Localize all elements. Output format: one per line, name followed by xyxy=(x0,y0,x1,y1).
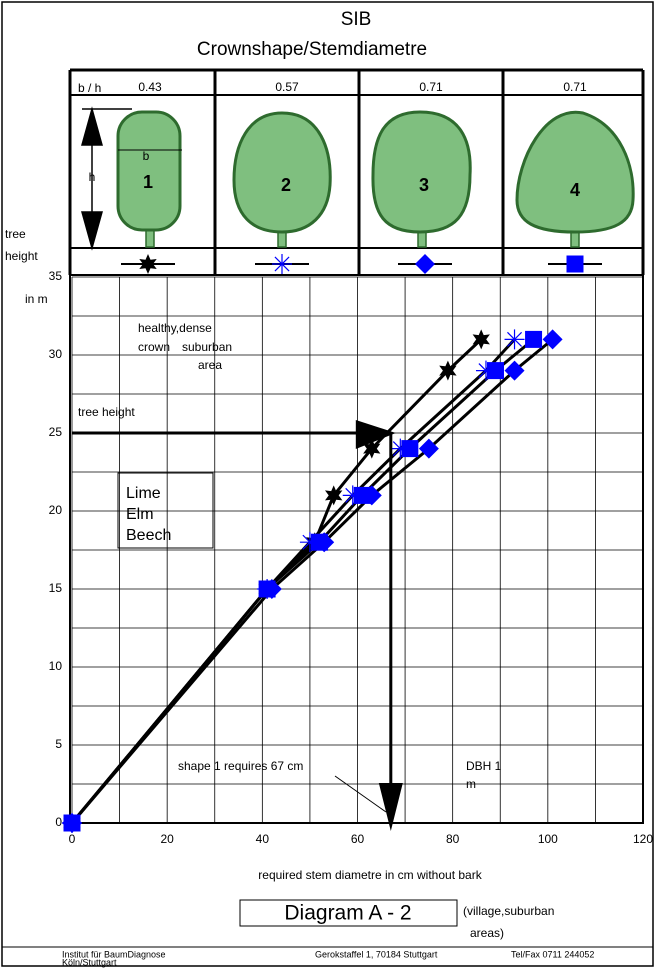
crowns xyxy=(116,110,635,248)
x-axis-label: required stem diametre in cm without bar… xyxy=(258,868,482,882)
marker xyxy=(566,255,584,273)
species-box xyxy=(117,472,214,549)
y-axis-label: tree xyxy=(5,227,26,241)
y-axis-label: in m xyxy=(25,292,48,306)
plot-frame xyxy=(69,274,644,824)
diagram-note: areas) xyxy=(470,926,504,940)
dimension-arrows xyxy=(81,106,182,251)
marker xyxy=(139,254,157,274)
marker xyxy=(472,329,490,350)
marker-stroke xyxy=(274,256,290,272)
note: healthy,dense xyxy=(138,321,212,335)
note: suburban xyxy=(182,340,232,354)
dbh-note: DBH 1 xyxy=(466,759,502,773)
dbh-note: m xyxy=(466,777,476,791)
marker xyxy=(310,533,328,551)
x-tick-label: 60 xyxy=(351,832,365,846)
marker xyxy=(542,329,563,350)
y-tick-label: 25 xyxy=(49,425,63,439)
ratio-value: 0.71 xyxy=(419,80,443,94)
x-tick-label: 120 xyxy=(633,832,653,846)
arrow-note: shape 1 requires 67 cm xyxy=(178,759,303,773)
diagram-box xyxy=(239,899,458,927)
legend-label: 1 xyxy=(143,172,153,192)
arrow-label: tree height xyxy=(78,405,135,419)
ratio-value: 0.57 xyxy=(275,80,299,94)
marker xyxy=(504,360,525,381)
marker xyxy=(486,362,504,380)
marker xyxy=(325,485,343,506)
marker xyxy=(504,329,525,350)
marker xyxy=(353,486,371,504)
x-tick-label: 100 xyxy=(538,832,558,846)
ratio-value: 0.71 xyxy=(563,80,587,94)
crown-table xyxy=(68,68,645,275)
footer: Gerokstaffel 1, 70184 Stuttgart xyxy=(315,949,438,959)
marker xyxy=(363,438,381,459)
y-tick-label: 35 xyxy=(49,269,63,283)
y-tick-label: 0 xyxy=(55,815,62,829)
chart-title: SIB xyxy=(341,9,372,30)
marker xyxy=(63,814,81,832)
legend-label: 2 xyxy=(281,175,291,195)
series-line xyxy=(70,338,535,824)
marker xyxy=(415,254,435,274)
legend-label: 3 xyxy=(419,175,429,195)
marker xyxy=(401,440,419,458)
arrow-head xyxy=(355,420,396,449)
marker xyxy=(525,330,543,348)
ratio-value: 0.43 xyxy=(138,80,162,94)
y-tick-label: 10 xyxy=(49,659,63,673)
marker xyxy=(418,438,439,459)
species-label: Beech xyxy=(126,527,171,544)
y-tick-label: 5 xyxy=(55,737,62,751)
series-line xyxy=(70,338,554,824)
marker-stroke xyxy=(507,331,523,347)
y-axis-label: height xyxy=(5,249,38,263)
x-tick-label: 80 xyxy=(446,832,460,846)
marker xyxy=(272,254,292,274)
note: area xyxy=(198,358,222,372)
y-tick-label: 15 xyxy=(49,581,63,595)
width-label: b xyxy=(143,149,150,163)
note-leader xyxy=(334,775,387,813)
marker xyxy=(439,360,457,381)
marker xyxy=(258,580,276,598)
footer: Institut für BaumDiagnose xyxy=(62,949,166,959)
chart-subtitle: Crownshape/Stemdiametre xyxy=(197,39,427,60)
arrow-head xyxy=(378,783,403,831)
height-label: h xyxy=(89,170,96,184)
footer: Köln/Stuttgart xyxy=(62,957,117,967)
legend-label: 4 xyxy=(570,180,580,200)
x-tick-label: 0 xyxy=(69,832,76,846)
x-tick-label: 20 xyxy=(160,832,174,846)
y-tick-label: 20 xyxy=(49,503,63,517)
diagram-note: (village,suburban xyxy=(463,904,554,918)
note: crown xyxy=(138,340,170,354)
diagram-title: Diagram A - 2 xyxy=(284,902,411,925)
species-label: Elm xyxy=(126,506,154,523)
y-tick-label: 30 xyxy=(49,347,63,361)
ratio-label: b / h xyxy=(78,81,101,95)
x-tick-label: 40 xyxy=(256,832,270,846)
species-label: Lime xyxy=(126,485,161,502)
footer: Tel/Fax 0711 244052 xyxy=(511,949,594,959)
